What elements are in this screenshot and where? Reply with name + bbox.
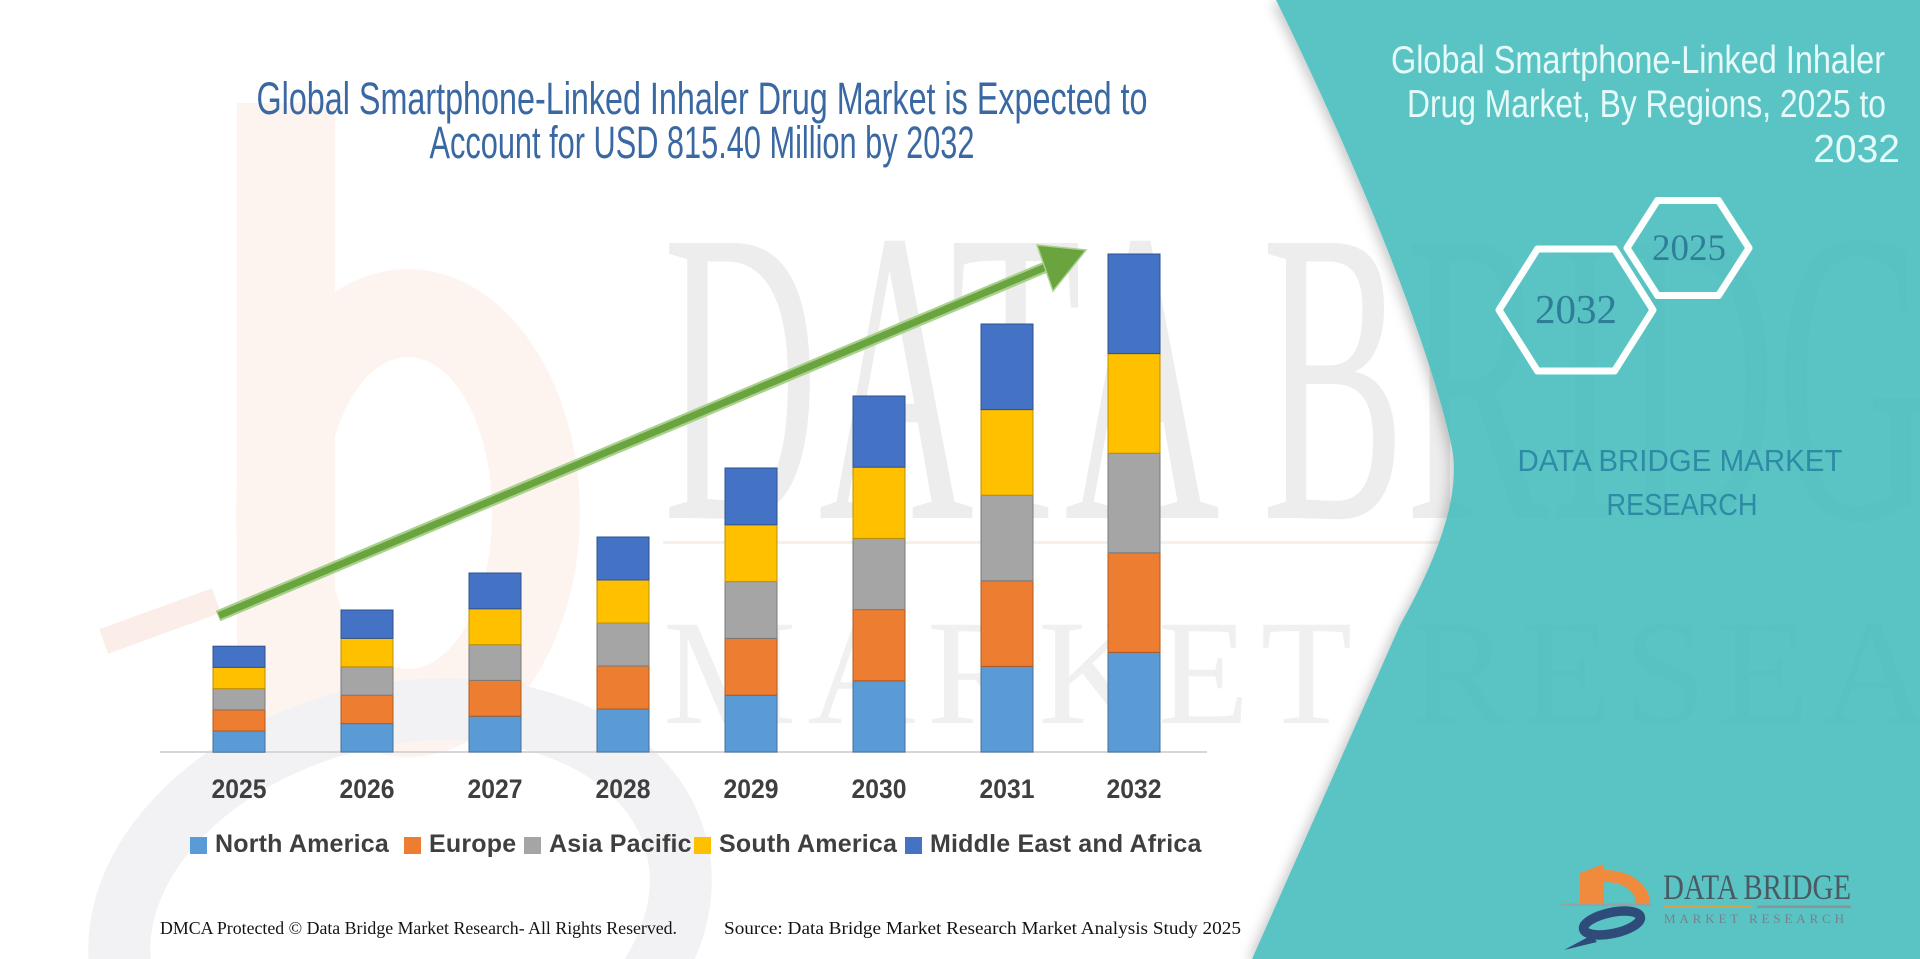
svg-text:DATA BRIDGE MARKET: DATA BRIDGE MARKET — [1518, 443, 1843, 478]
svg-text:Drug Market, By Regions, 2025: Drug Market, By Regions, 2025 to — [1407, 83, 1886, 126]
svg-text:Europe: Europe — [429, 830, 516, 858]
svg-text:RESEARCH: RESEARCH — [1607, 487, 1758, 522]
svg-text:Global Smartphone-Linked Inhal: Global Smartphone-Linked Inhaler — [1391, 39, 1885, 82]
svg-text:MARKET RESEARCH: MARKET RESEARCH — [1664, 911, 1850, 926]
svg-text:Global Smartphone-Linked Inhal: Global Smartphone-Linked Inhaler Drug Ma… — [257, 73, 1148, 124]
svg-text:2032: 2032 — [1813, 128, 1900, 171]
svg-text:South America: South America — [719, 830, 898, 858]
svg-text:2028: 2028 — [596, 774, 651, 804]
svg-text:2032: 2032 — [1535, 286, 1617, 332]
svg-text:DATA BRIDGE: DATA BRIDGE — [1663, 867, 1851, 907]
svg-text:Middle East and Africa: Middle East and Africa — [930, 830, 1202, 858]
svg-text:2027: 2027 — [468, 774, 523, 804]
svg-text:DMCA Protected © Data Bridge M: DMCA Protected © Data Bridge Market Rese… — [160, 918, 677, 938]
svg-text:2025: 2025 — [212, 774, 267, 804]
svg-text:Account for USD 815.40 Million: Account for USD 815.40 Million by 2032 — [430, 117, 975, 168]
svg-text:Source: Data Bridge Market Res: Source: Data Bridge Market Research Mark… — [724, 918, 1241, 938]
svg-text:2030: 2030 — [852, 774, 907, 804]
svg-text:2032: 2032 — [1107, 774, 1162, 804]
svg-text:Asia Pacific: Asia Pacific — [549, 830, 692, 858]
svg-text:2025: 2025 — [1652, 228, 1726, 269]
svg-text:North America: North America — [215, 830, 390, 858]
svg-text:2029: 2029 — [724, 774, 779, 804]
svg-text:2031: 2031 — [980, 774, 1035, 804]
svg-text:2026: 2026 — [340, 774, 395, 804]
